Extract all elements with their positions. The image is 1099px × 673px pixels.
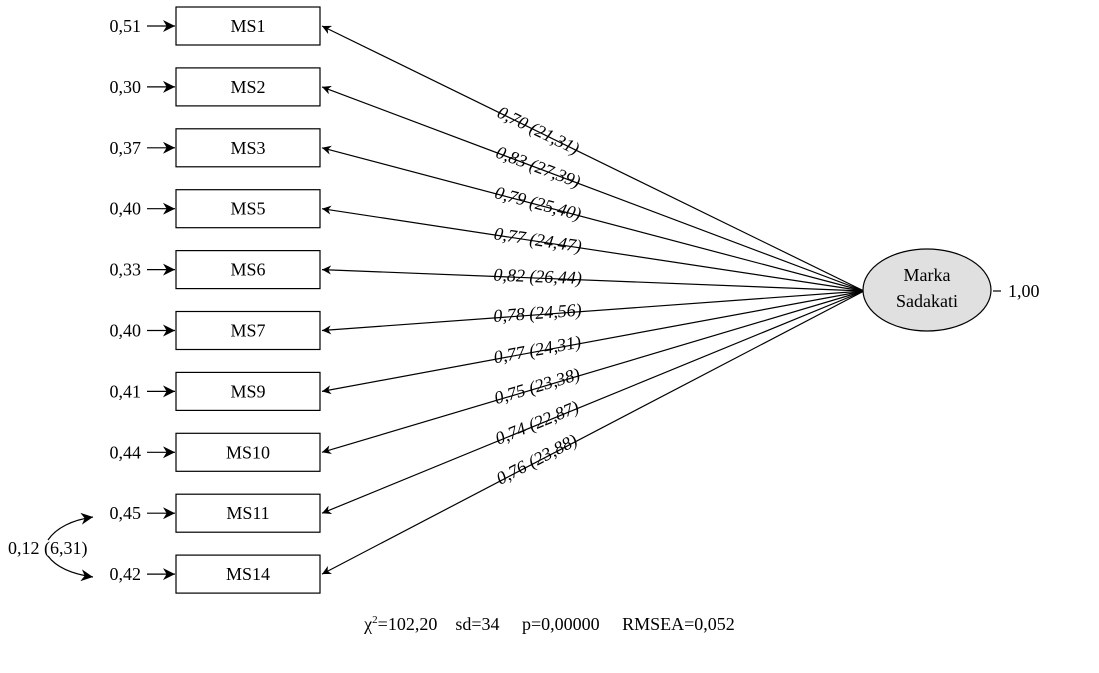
covariance-curve-lower	[47, 555, 94, 582]
error-variance-ms5: 0,40	[110, 199, 142, 219]
error-variance-ms9: 0,41	[110, 381, 142, 401]
covariance-label: 0,12 (6,31)	[8, 538, 88, 559]
indicator-label-ms7: MS7	[230, 321, 265, 341]
loading-path-ms10	[321, 290, 865, 455]
indicator-box-ms7	[175, 310, 321, 351]
indicator-ms1: MS1 0,51	[110, 6, 321, 46]
fit-statistics: χ2=102,20 sd=34 p=0,00000 RMSEA=0,052	[0, 614, 1099, 635]
error-covariance: 0,12 (6,31)	[8, 512, 94, 582]
indicator-label-ms14: MS14	[226, 564, 270, 584]
rmsea-value: RMSEA=0,052	[622, 614, 735, 634]
p-value: p=0,00000	[521, 614, 600, 634]
loading-path-ms7	[321, 290, 865, 335]
latent-label-line1: Marka	[904, 265, 951, 285]
indicator-label-ms3: MS3	[230, 138, 265, 158]
latent-variance: 1,00	[1008, 281, 1040, 301]
error-variance-ms14: 0,42	[110, 564, 142, 584]
error-variance-ms6: 0,33	[110, 260, 142, 280]
latent-ellipse	[862, 248, 992, 332]
loading-path-ms14	[321, 290, 865, 575]
loading-label-ms7: 0,78 (24,56)	[493, 300, 583, 327]
error-variance-ms2: 0,30	[110, 77, 142, 97]
indicator-box-ms11	[175, 493, 321, 533]
error-variance-ms10: 0,44	[110, 442, 142, 462]
indicator-ms10: MS10 0,44	[110, 432, 321, 472]
indicator-ms2: MS2 0,30	[110, 67, 321, 107]
indicator-box-ms3	[175, 128, 321, 168]
degrees-of-freedom: sd=34	[455, 614, 500, 634]
loading-path-ms2	[321, 85, 865, 292]
chi-square-superscript: 2	[372, 614, 378, 626]
covariance-curve-upper	[47, 512, 94, 541]
indicator-label-ms11: MS11	[226, 503, 269, 523]
indicator-ms14: MS14 0,42	[110, 554, 321, 594]
loading-path-ms1	[321, 25, 865, 292]
indicator-box-ms9	[175, 371, 321, 411]
indicator-ms3: MS3 0,37	[110, 128, 321, 168]
loading-label-ms6: 0,82 (26,44)	[493, 265, 582, 289]
indicator-box-ms5	[175, 189, 321, 229]
loading-path-ms3	[321, 145, 865, 292]
loading-path-ms9	[321, 290, 865, 395]
indicator-box-ms10	[175, 432, 321, 472]
indicator-ms11: MS11 0,45	[110, 493, 321, 533]
indicator-box-ms1	[175, 6, 321, 46]
indicator-label-ms1: MS1	[230, 16, 265, 36]
loading-label-ms9: 0,77 (24,31)	[492, 332, 583, 369]
error-variance-ms1: 0,51	[110, 16, 142, 36]
loading-label-ms5: 0,77 (24,47)	[492, 223, 583, 257]
latent-label-line2: Sadakati	[896, 291, 958, 311]
indicator-label-ms6: MS6	[230, 260, 265, 280]
indicator-label-ms2: MS2	[230, 77, 265, 97]
indicator-box-ms2	[175, 67, 321, 107]
error-variance-ms3: 0,37	[110, 138, 142, 158]
indicator-label-ms10: MS10	[226, 442, 270, 462]
indicator-ms5: MS5 0,40	[110, 189, 321, 229]
indicator-ms6: MS6 0,33	[110, 250, 321, 290]
indicator-ms9: MS9 0,41	[110, 371, 321, 411]
loading-path-ms6	[321, 265, 865, 292]
error-variance-ms7: 0,40	[110, 321, 142, 341]
error-variance-ms11: 0,45	[110, 503, 142, 523]
loading-path-ms11	[321, 290, 865, 514]
indicator-box-ms14	[175, 554, 321, 594]
indicator-ms7: MS7 0,40	[110, 310, 321, 351]
indicator-label-ms9: MS9	[230, 381, 265, 401]
chi-square-value: =102,20	[377, 614, 438, 634]
indicator-box-ms6	[175, 250, 321, 290]
chi-square-symbol: χ	[364, 614, 373, 634]
latent-variable: Marka Sadakati 1,00	[862, 248, 1040, 332]
indicator-label-ms5: MS5	[230, 199, 265, 219]
loading-path-ms5	[321, 205, 865, 292]
